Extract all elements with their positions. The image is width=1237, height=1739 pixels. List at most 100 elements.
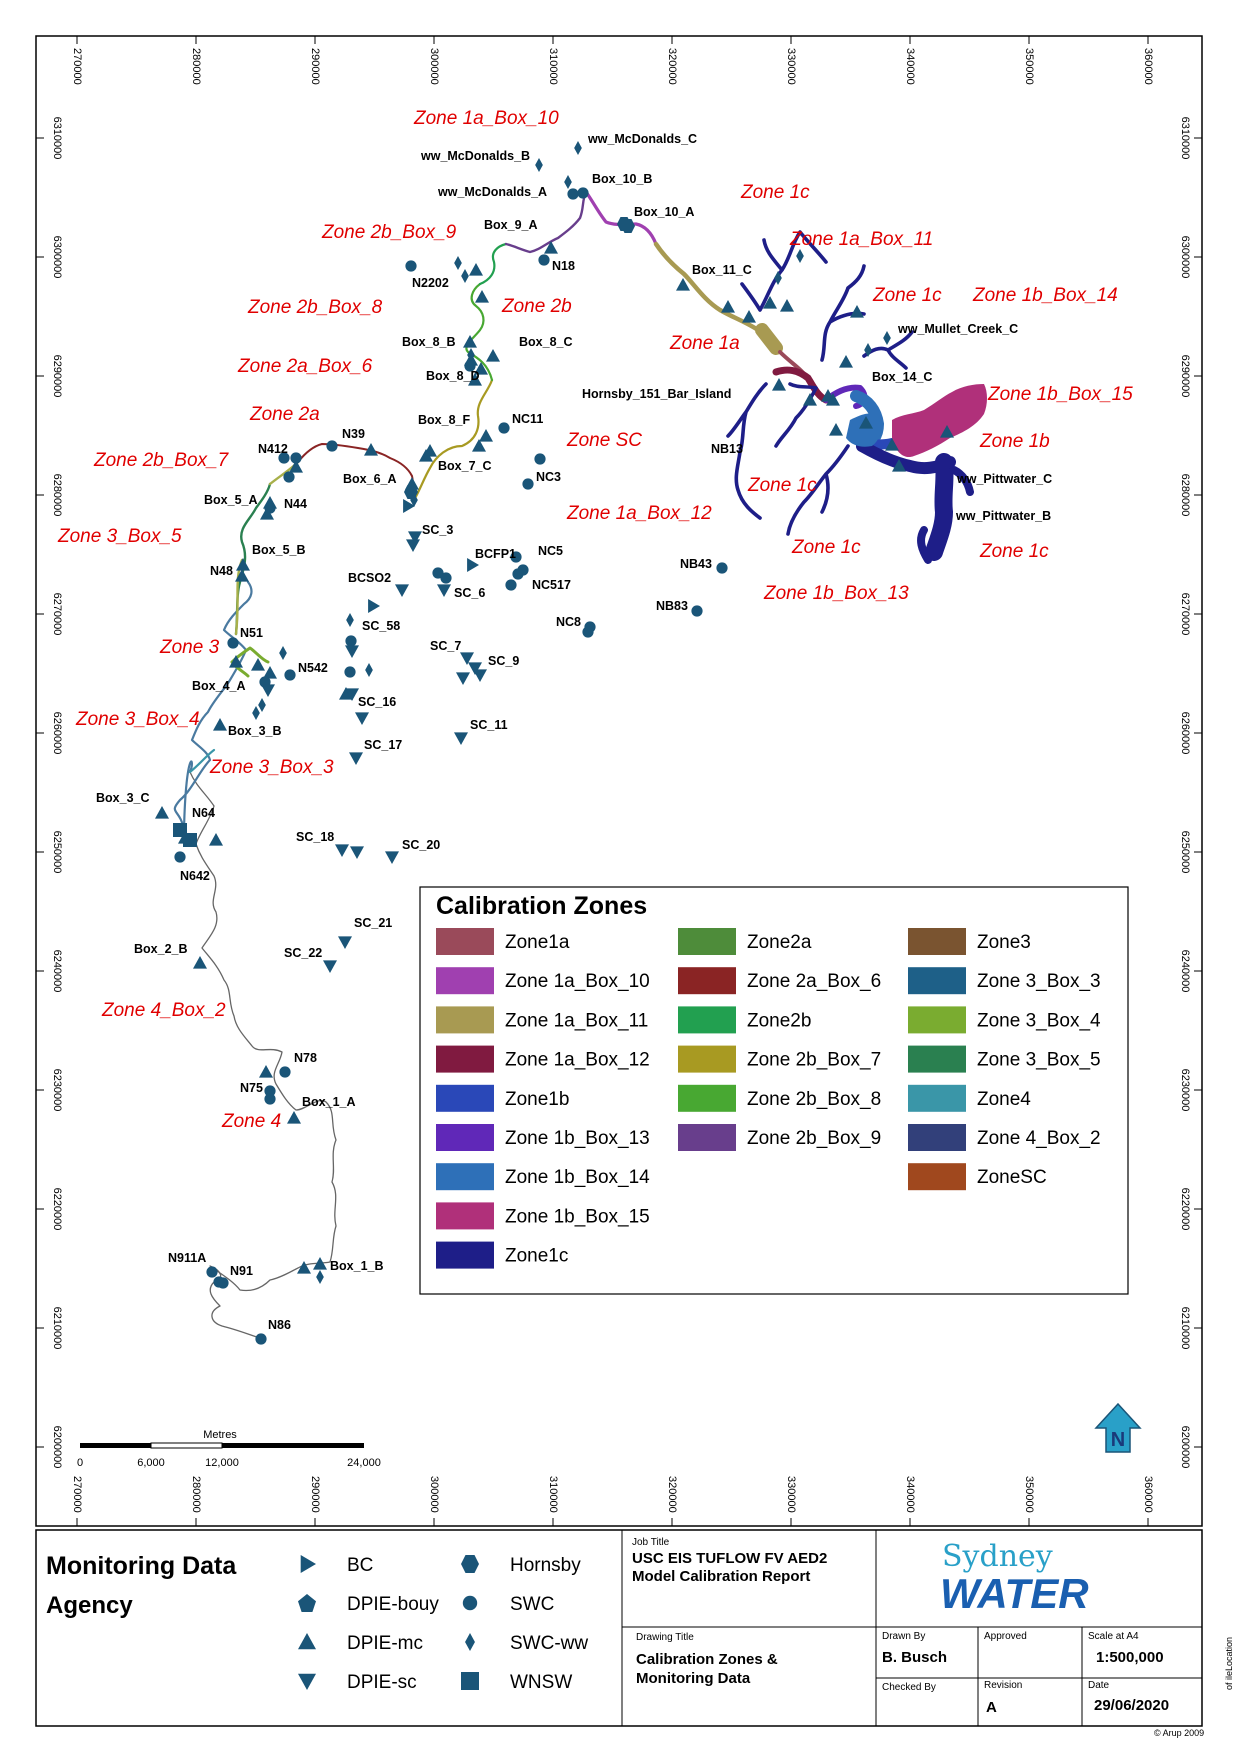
monitoring-site-marker[interactable] xyxy=(278,452,290,464)
monitoring-site-marker[interactable] xyxy=(461,269,469,283)
monitoring-site-marker[interactable] xyxy=(467,558,479,572)
monitoring-site-marker[interactable] xyxy=(406,539,420,552)
monitoring-site-marker[interactable] xyxy=(155,806,169,819)
monitoring-site-marker[interactable] xyxy=(236,558,250,571)
monitoring-site-marker[interactable] xyxy=(252,706,260,720)
monitoring-site-marker[interactable] xyxy=(469,263,483,276)
monitoring-site-marker[interactable] xyxy=(289,460,303,473)
monitoring-site-marker[interactable] xyxy=(350,846,364,859)
monitoring-site-marker[interactable] xyxy=(864,343,872,357)
monitoring-site-marker[interactable] xyxy=(716,562,728,574)
monitoring-site-marker[interactable] xyxy=(892,459,906,472)
monitoring-site-marker[interactable] xyxy=(349,752,363,765)
monitoring-site-marker[interactable] xyxy=(829,423,843,436)
monitoring-site-marker[interactable] xyxy=(403,499,415,513)
monitoring-site-marker[interactable] xyxy=(567,188,579,200)
monitoring-site-marker[interactable] xyxy=(454,732,468,745)
monitoring-site-marker[interactable] xyxy=(774,271,782,285)
monitoring-site-marker[interactable] xyxy=(316,1270,324,1284)
monitoring-site-marker[interactable] xyxy=(365,663,373,677)
monitoring-site-marker[interactable] xyxy=(258,698,266,712)
monitoring-site-marker[interactable] xyxy=(839,355,853,368)
monitoring-site-marker[interactable] xyxy=(538,254,550,266)
monitoring-site-marker[interactable] xyxy=(419,449,433,462)
monitoring-site-marker[interactable] xyxy=(279,1066,291,1078)
monitoring-site-marker[interactable] xyxy=(279,646,287,660)
monitoring-site-marker[interactable] xyxy=(178,831,192,844)
monitoring-site-marker[interactable] xyxy=(763,296,777,309)
monitoring-site-marker[interactable] xyxy=(355,712,369,725)
monitoring-site-marker[interactable] xyxy=(263,666,277,679)
monitoring-site-marker[interactable] xyxy=(174,851,186,863)
monitoring-site-marker[interactable] xyxy=(259,1065,273,1078)
monitoring-site-marker[interactable] xyxy=(345,688,359,701)
monitoring-site-marker[interactable] xyxy=(338,936,352,949)
monitoring-site-marker[interactable] xyxy=(345,645,359,658)
monitoring-site-marker[interactable] xyxy=(437,584,451,597)
monitoring-site-marker[interactable] xyxy=(676,278,690,291)
monitoring-site-marker[interactable] xyxy=(544,241,558,254)
monitoring-site-marker[interactable] xyxy=(512,568,524,580)
monitoring-site-marker[interactable] xyxy=(432,567,444,579)
monitoring-site-marker[interactable] xyxy=(454,256,462,270)
monitoring-site-marker[interactable] xyxy=(261,684,275,697)
monitoring-site-marker[interactable] xyxy=(209,833,223,846)
monitoring-site-marker[interactable] xyxy=(264,1085,276,1097)
monitoring-site-marker[interactable] xyxy=(346,613,354,627)
monitoring-site-marker[interactable] xyxy=(486,349,500,362)
monitoring-site-marker[interactable] xyxy=(467,348,475,362)
monitoring-site-marker[interactable] xyxy=(522,478,534,490)
monitoring-site-marker[interactable] xyxy=(510,551,522,563)
monitoring-site-marker[interactable] xyxy=(505,579,517,591)
monitoring-site-marker[interactable] xyxy=(213,718,227,731)
monitoring-site-marker[interactable] xyxy=(283,471,295,483)
monitoring-site-marker[interactable] xyxy=(395,584,409,597)
monitoring-site-marker[interactable] xyxy=(345,635,357,647)
monitoring-site-marker[interactable] xyxy=(772,378,786,391)
monitoring-site-marker[interactable] xyxy=(326,440,338,452)
monitoring-site-marker[interactable] xyxy=(368,599,380,613)
monitoring-site-marker[interactable] xyxy=(474,362,488,375)
monitoring-site-marker[interactable] xyxy=(344,666,356,678)
monitoring-site-marker[interactable] xyxy=(410,493,418,507)
monitoring-site-marker[interactable] xyxy=(408,531,422,544)
monitoring-site-marker[interactable] xyxy=(323,960,337,973)
monitoring-site-marker[interactable] xyxy=(264,1093,276,1105)
monitoring-site-marker[interactable] xyxy=(313,1257,327,1270)
monitoring-site-marker[interactable] xyxy=(227,637,239,649)
monitoring-site-marker[interactable] xyxy=(475,290,489,303)
monitoring-site-marker[interactable] xyxy=(255,1333,267,1345)
monitoring-site-marker[interactable] xyxy=(463,335,477,348)
monitoring-site-marker[interactable] xyxy=(780,299,794,312)
monitoring-site-marker[interactable] xyxy=(464,360,476,372)
monitoring-site-marker[interactable] xyxy=(621,219,635,233)
monitoring-site-marker[interactable] xyxy=(290,452,302,464)
monitoring-site-marker[interactable] xyxy=(335,844,349,857)
monitoring-site-marker[interactable] xyxy=(460,652,474,665)
monitoring-site-marker[interactable] xyxy=(472,439,486,452)
monitoring-site-marker[interactable] xyxy=(284,669,296,681)
monitoring-site-marker[interactable] xyxy=(479,429,493,442)
monitoring-site-marker[interactable] xyxy=(535,158,543,172)
monitoring-site-marker[interactable] xyxy=(534,453,546,465)
monitoring-site-marker[interactable] xyxy=(235,569,249,582)
monitoring-site-marker[interactable] xyxy=(826,393,840,406)
monitoring-site-marker[interactable] xyxy=(691,605,703,617)
monitoring-site-marker[interactable] xyxy=(859,416,873,429)
monitoring-site-marker[interactable] xyxy=(498,422,510,434)
monitoring-site-marker[interactable] xyxy=(742,310,756,323)
monitoring-site-marker[interactable] xyxy=(803,393,817,406)
monitoring-site-marker[interactable] xyxy=(468,373,482,386)
monitoring-site-marker[interactable] xyxy=(297,1261,311,1274)
monitoring-site-marker[interactable] xyxy=(405,260,417,272)
monitoring-site-marker[interactable] xyxy=(574,141,582,155)
monitoring-site-marker[interactable] xyxy=(468,662,482,675)
monitoring-site-marker[interactable] xyxy=(251,658,265,671)
monitoring-site-marker[interactable] xyxy=(473,669,487,682)
monitoring-site-marker[interactable] xyxy=(260,507,274,520)
monitoring-site-marker[interactable] xyxy=(440,572,452,584)
monitoring-site-marker[interactable] xyxy=(721,300,735,313)
monitoring-site-marker[interactable] xyxy=(577,187,589,199)
monitoring-site-marker[interactable] xyxy=(217,1277,229,1289)
monitoring-site-marker[interactable] xyxy=(564,175,572,189)
